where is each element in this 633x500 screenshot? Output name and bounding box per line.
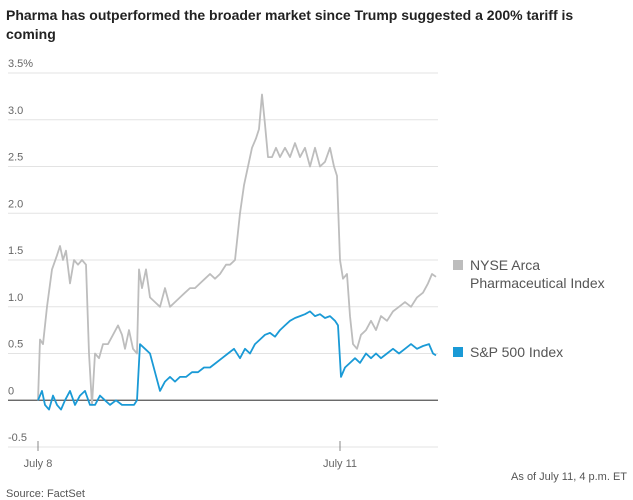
y-tick-label: 2.5 — [8, 152, 23, 164]
y-tick-label: 1.0 — [8, 292, 23, 304]
y-tick-label: 3.0 — [8, 105, 23, 117]
y-tick-label: 1.5 — [8, 245, 23, 257]
legend-label: NYSE Arca Pharmaceutical Index — [470, 256, 605, 291]
x-tick-label: July 8 — [24, 458, 53, 470]
x-tick-label: July 11 — [323, 458, 357, 470]
footnote: As of July 11, 4 p.m. ET — [511, 471, 627, 483]
source: Source: FactSet — [6, 488, 85, 500]
y-tick-label: -0.5 — [8, 432, 27, 444]
y-tick-label: 0 — [8, 385, 14, 397]
series-line — [37, 93, 437, 406]
y-tick-label: 0.5 — [8, 339, 23, 351]
y-tick-label: 3.5% — [8, 58, 33, 70]
legend-swatch — [453, 259, 463, 270]
legend-swatch — [453, 347, 463, 358]
legend-label: S&P 500 Index — [470, 344, 564, 361]
series-line — [37, 310, 437, 411]
chart-title: Pharma has outperformed the broader mark… — [6, 7, 574, 42]
y-tick-label: 2.0 — [8, 198, 23, 210]
